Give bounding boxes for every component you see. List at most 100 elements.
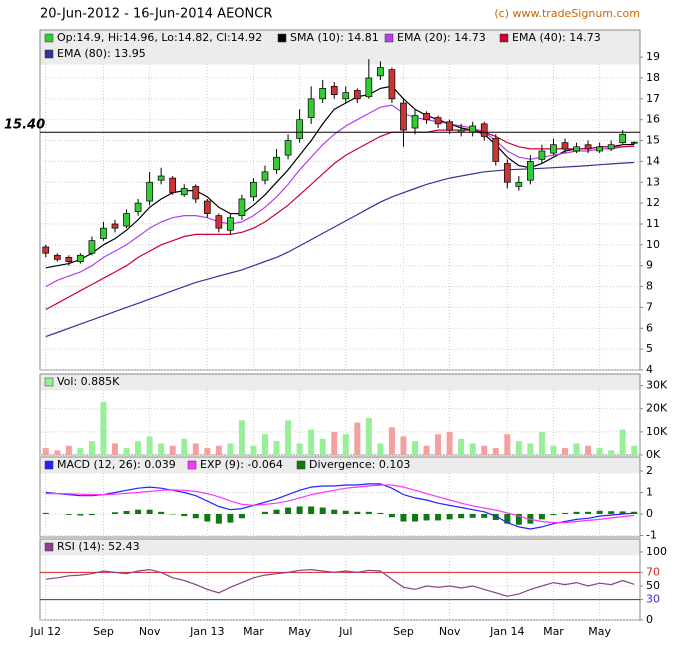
y-tick-label: 10 — [646, 238, 660, 251]
divergence-bar — [319, 507, 326, 514]
legend-label: SMA (10): 14.81 — [290, 31, 379, 44]
x-tick-label: Nov — [139, 625, 161, 638]
candle-body — [434, 117, 442, 125]
y-tick-label: 17 — [646, 92, 660, 105]
candle-body — [307, 98, 315, 118]
volume-bar — [342, 434, 349, 455]
legend-label: RSI (14): 52.43 — [57, 540, 140, 553]
candle-body — [503, 163, 511, 183]
series-line — [45, 104, 635, 288]
candle-body — [169, 177, 177, 194]
volume-bar — [423, 445, 430, 455]
volume-bar — [377, 443, 384, 455]
series-line — [45, 85, 635, 269]
divergence-bar — [538, 513, 545, 520]
divergence-bar — [88, 513, 95, 516]
candle-body — [353, 90, 361, 100]
x-tick-label: Sep — [93, 625, 114, 638]
x-tick-label: Nov — [439, 625, 461, 638]
divergence-bar — [181, 513, 188, 517]
divergence-bar — [65, 513, 72, 515]
volume-bar — [469, 443, 476, 455]
x-tick-label: Mar — [243, 625, 264, 638]
y-tick-label: 0 — [646, 507, 653, 520]
candle-body — [296, 119, 303, 139]
y-tick-label: -1 — [646, 528, 657, 541]
divergence-bar — [550, 513, 557, 516]
candle-body — [469, 125, 477, 133]
divergence-bar — [573, 511, 580, 514]
x-tick-label: Jul — [338, 625, 352, 638]
candle-body — [330, 85, 338, 96]
candle-body — [573, 146, 580, 152]
legend-label: EMA (20): 14.73 — [397, 31, 486, 44]
divergence-bar — [492, 513, 499, 521]
divergence-bar — [296, 506, 303, 514]
volume-bar — [308, 429, 315, 455]
divergence-bar — [412, 513, 418, 522]
legend-label: EMA (40): 14.73 — [512, 31, 601, 44]
candle-body — [538, 150, 546, 160]
divergence-bar — [135, 509, 142, 514]
legend-label: Op:14.9, Hi:14.96, Lo:14.82, Cl:14.92 — [57, 31, 262, 44]
volume-bar — [458, 438, 465, 455]
volume-bar — [481, 445, 488, 455]
divergence-bar — [158, 511, 165, 514]
candle-body — [492, 138, 500, 162]
volume-bar — [42, 448, 49, 455]
candle-body — [342, 92, 350, 100]
candle-body — [515, 181, 523, 187]
divergence-bar — [469, 513, 476, 518]
y-tick-label: 14 — [646, 154, 660, 167]
volume-bar — [319, 438, 326, 455]
volume-bar — [331, 431, 338, 455]
volume-bar — [215, 445, 222, 455]
volume-bar — [608, 450, 615, 455]
source: (c) www.tradeSignum.com — [494, 7, 640, 20]
divergence-bar — [146, 509, 153, 514]
divergence-bar — [238, 513, 245, 519]
legend-strip — [40, 374, 640, 391]
divergence-bar — [77, 513, 84, 516]
candle-body — [596, 146, 603, 152]
candle-body — [65, 257, 73, 262]
volume-bar — [112, 443, 118, 455]
volume-bar — [504, 434, 511, 455]
legend-label: EMA (80): 13.95 — [57, 47, 146, 60]
x-tick-label: Jul 12 — [29, 625, 61, 638]
candle-body — [157, 175, 165, 181]
volume-bar — [527, 443, 534, 455]
candle-body — [203, 200, 211, 214]
y-tick-label: 100 — [646, 545, 667, 558]
series-line — [45, 161, 635, 338]
divergence-bar — [42, 512, 49, 514]
x-tick-label: May — [288, 625, 311, 638]
candle-body — [527, 161, 534, 181]
divergence-bar — [342, 510, 349, 514]
candle-body — [77, 254, 84, 262]
volume-bar — [135, 441, 142, 455]
divergence-bar — [631, 511, 638, 514]
chart-title: 20-Jun-2012 - 16-Jun-2014 AEONCR — [40, 7, 272, 22]
volume-bar — [562, 448, 568, 455]
legend-swatch — [44, 460, 54, 470]
y-tick-label: 1 — [646, 485, 653, 498]
candle-body — [53, 254, 61, 260]
legend-label: Divergence: 0.103 — [309, 458, 410, 471]
volume-bar — [123, 448, 130, 455]
volume-bar — [585, 445, 592, 455]
y-tick-label: 7 — [646, 300, 653, 313]
candle-body — [377, 67, 384, 77]
y-tick-label: 4 — [646, 363, 653, 376]
legend-label: EXP (9): -0.064 — [200, 458, 283, 471]
candle-body — [319, 88, 327, 100]
volume-bar — [227, 443, 234, 455]
series-line — [45, 568, 635, 597]
volume-bar — [365, 417, 372, 455]
divergence-bar — [354, 511, 361, 514]
divergence-bar — [562, 512, 568, 514]
legend-swatch — [296, 460, 306, 470]
divergence-bar — [285, 507, 292, 514]
candle-body — [273, 156, 280, 171]
